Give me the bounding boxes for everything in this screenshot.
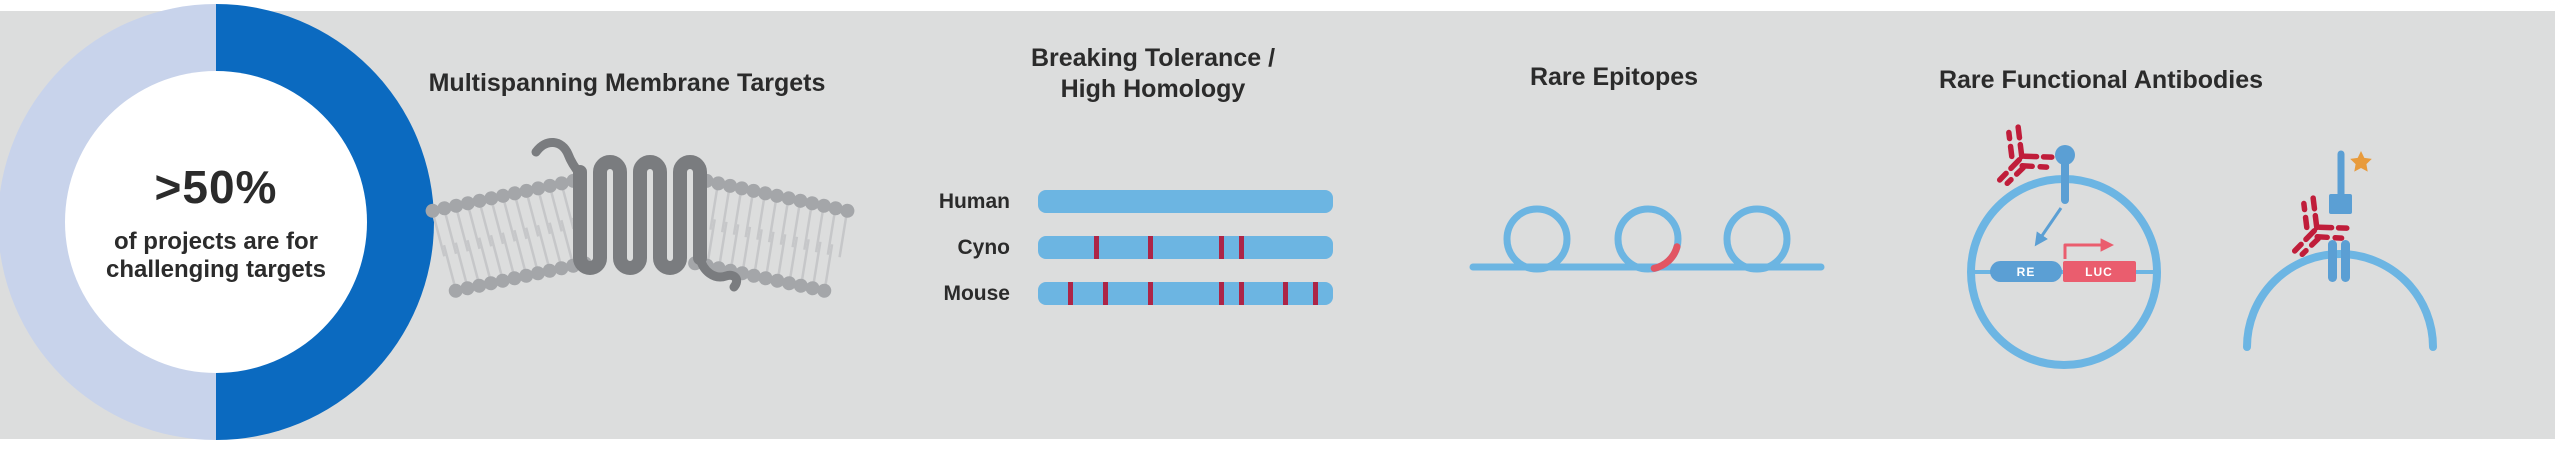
donut-caption-line2: challenging targets bbox=[105, 256, 327, 283]
homology-bar-human bbox=[1038, 190, 1333, 213]
donut-caption: of projects are for challenging targets bbox=[106, 228, 326, 284]
section-title-membrane: Multispanning Membrane Targets bbox=[428, 69, 826, 97]
luc-gene-element bbox=[2063, 261, 2136, 282]
section-title-epitopes: Rare Epitopes bbox=[1529, 63, 1699, 91]
rare-epitope-highlight bbox=[1650, 243, 1681, 272]
homology-mismatch-tick bbox=[1219, 236, 1225, 259]
promoter-arrow-icon bbox=[2063, 238, 2115, 259]
membrane-protein-illustration bbox=[423, 138, 857, 301]
donut-center: >50% of projects are for challenging tar… bbox=[65, 71, 367, 373]
re-gene-element bbox=[1990, 261, 2062, 282]
tag-star-icon bbox=[2350, 151, 2372, 172]
lipid-bilayer-left-icon bbox=[423, 171, 595, 301]
tagged-receptor-illustration bbox=[2243, 150, 2437, 351]
homology-mismatch-tick bbox=[1312, 282, 1318, 305]
c-terminus-squiggle-icon bbox=[695, 253, 742, 292]
homology-bar-mouse bbox=[1038, 282, 1333, 305]
signaling-arrow-icon bbox=[2034, 207, 2063, 247]
homology-label-human: Human bbox=[938, 190, 1010, 213]
section-title-homology-line2: High Homology bbox=[1060, 75, 1246, 103]
section-title-functional: Rare Functional Antibodies bbox=[1938, 66, 2264, 94]
homology-row-mouse: Mouse bbox=[890, 282, 1333, 305]
homology-mismatch-tick bbox=[1102, 282, 1108, 305]
receptor-head-icon bbox=[2055, 145, 2075, 165]
homology-mismatch-tick bbox=[1148, 282, 1154, 305]
donut-value: >50% bbox=[154, 161, 278, 213]
homology-row-cyno: Cyno bbox=[890, 236, 1333, 259]
donut-caption-line1: of projects are for bbox=[113, 228, 319, 255]
section-title-homology: Breaking Tolerance / High Homology bbox=[1031, 43, 1275, 105]
epitope-loop-1 bbox=[1503, 205, 1571, 273]
receptor-block-icon bbox=[2329, 194, 2352, 214]
epitope-loop-2 bbox=[1614, 205, 1682, 273]
re-gene-label: RE bbox=[2017, 265, 2036, 279]
ion-channel-bar-left bbox=[2328, 240, 2337, 282]
homology-mismatch-tick bbox=[1283, 282, 1289, 305]
epitope-loops-illustration bbox=[1469, 205, 1825, 273]
homology-mismatch-tick bbox=[1094, 236, 1100, 259]
homology-mismatch-tick bbox=[1219, 282, 1225, 305]
lipid-bilayer-right-icon bbox=[685, 171, 857, 301]
homology-row-human: Human bbox=[890, 190, 1333, 213]
homology-mismatch-tick bbox=[1068, 282, 1074, 305]
donut-chart: >50% of projects are for challenging tar… bbox=[0, 4, 434, 440]
cell-membrane-dome-icon bbox=[2243, 250, 2437, 351]
homology-mismatch-tick bbox=[1238, 282, 1244, 305]
homology-bar-cyno bbox=[1038, 236, 1333, 259]
homology-mismatch-tick bbox=[1238, 236, 1244, 259]
multispanning-protein-icon bbox=[573, 155, 707, 275]
epitope-loop-3 bbox=[1723, 205, 1791, 273]
homology-label-mouse: Mouse bbox=[943, 282, 1010, 305]
homology-label-cyno: Cyno bbox=[957, 236, 1011, 259]
section-title-homology-line1: Breaking Tolerance / bbox=[1030, 44, 1276, 72]
luc-gene-label: LUC bbox=[2085, 265, 2113, 279]
n-terminus-squiggle-icon bbox=[531, 138, 585, 179]
reporter-cell-illustration: RE LUC bbox=[1967, 110, 2161, 369]
homology-mismatch-tick bbox=[1148, 236, 1154, 259]
ion-channel-bar-right bbox=[2341, 240, 2350, 282]
